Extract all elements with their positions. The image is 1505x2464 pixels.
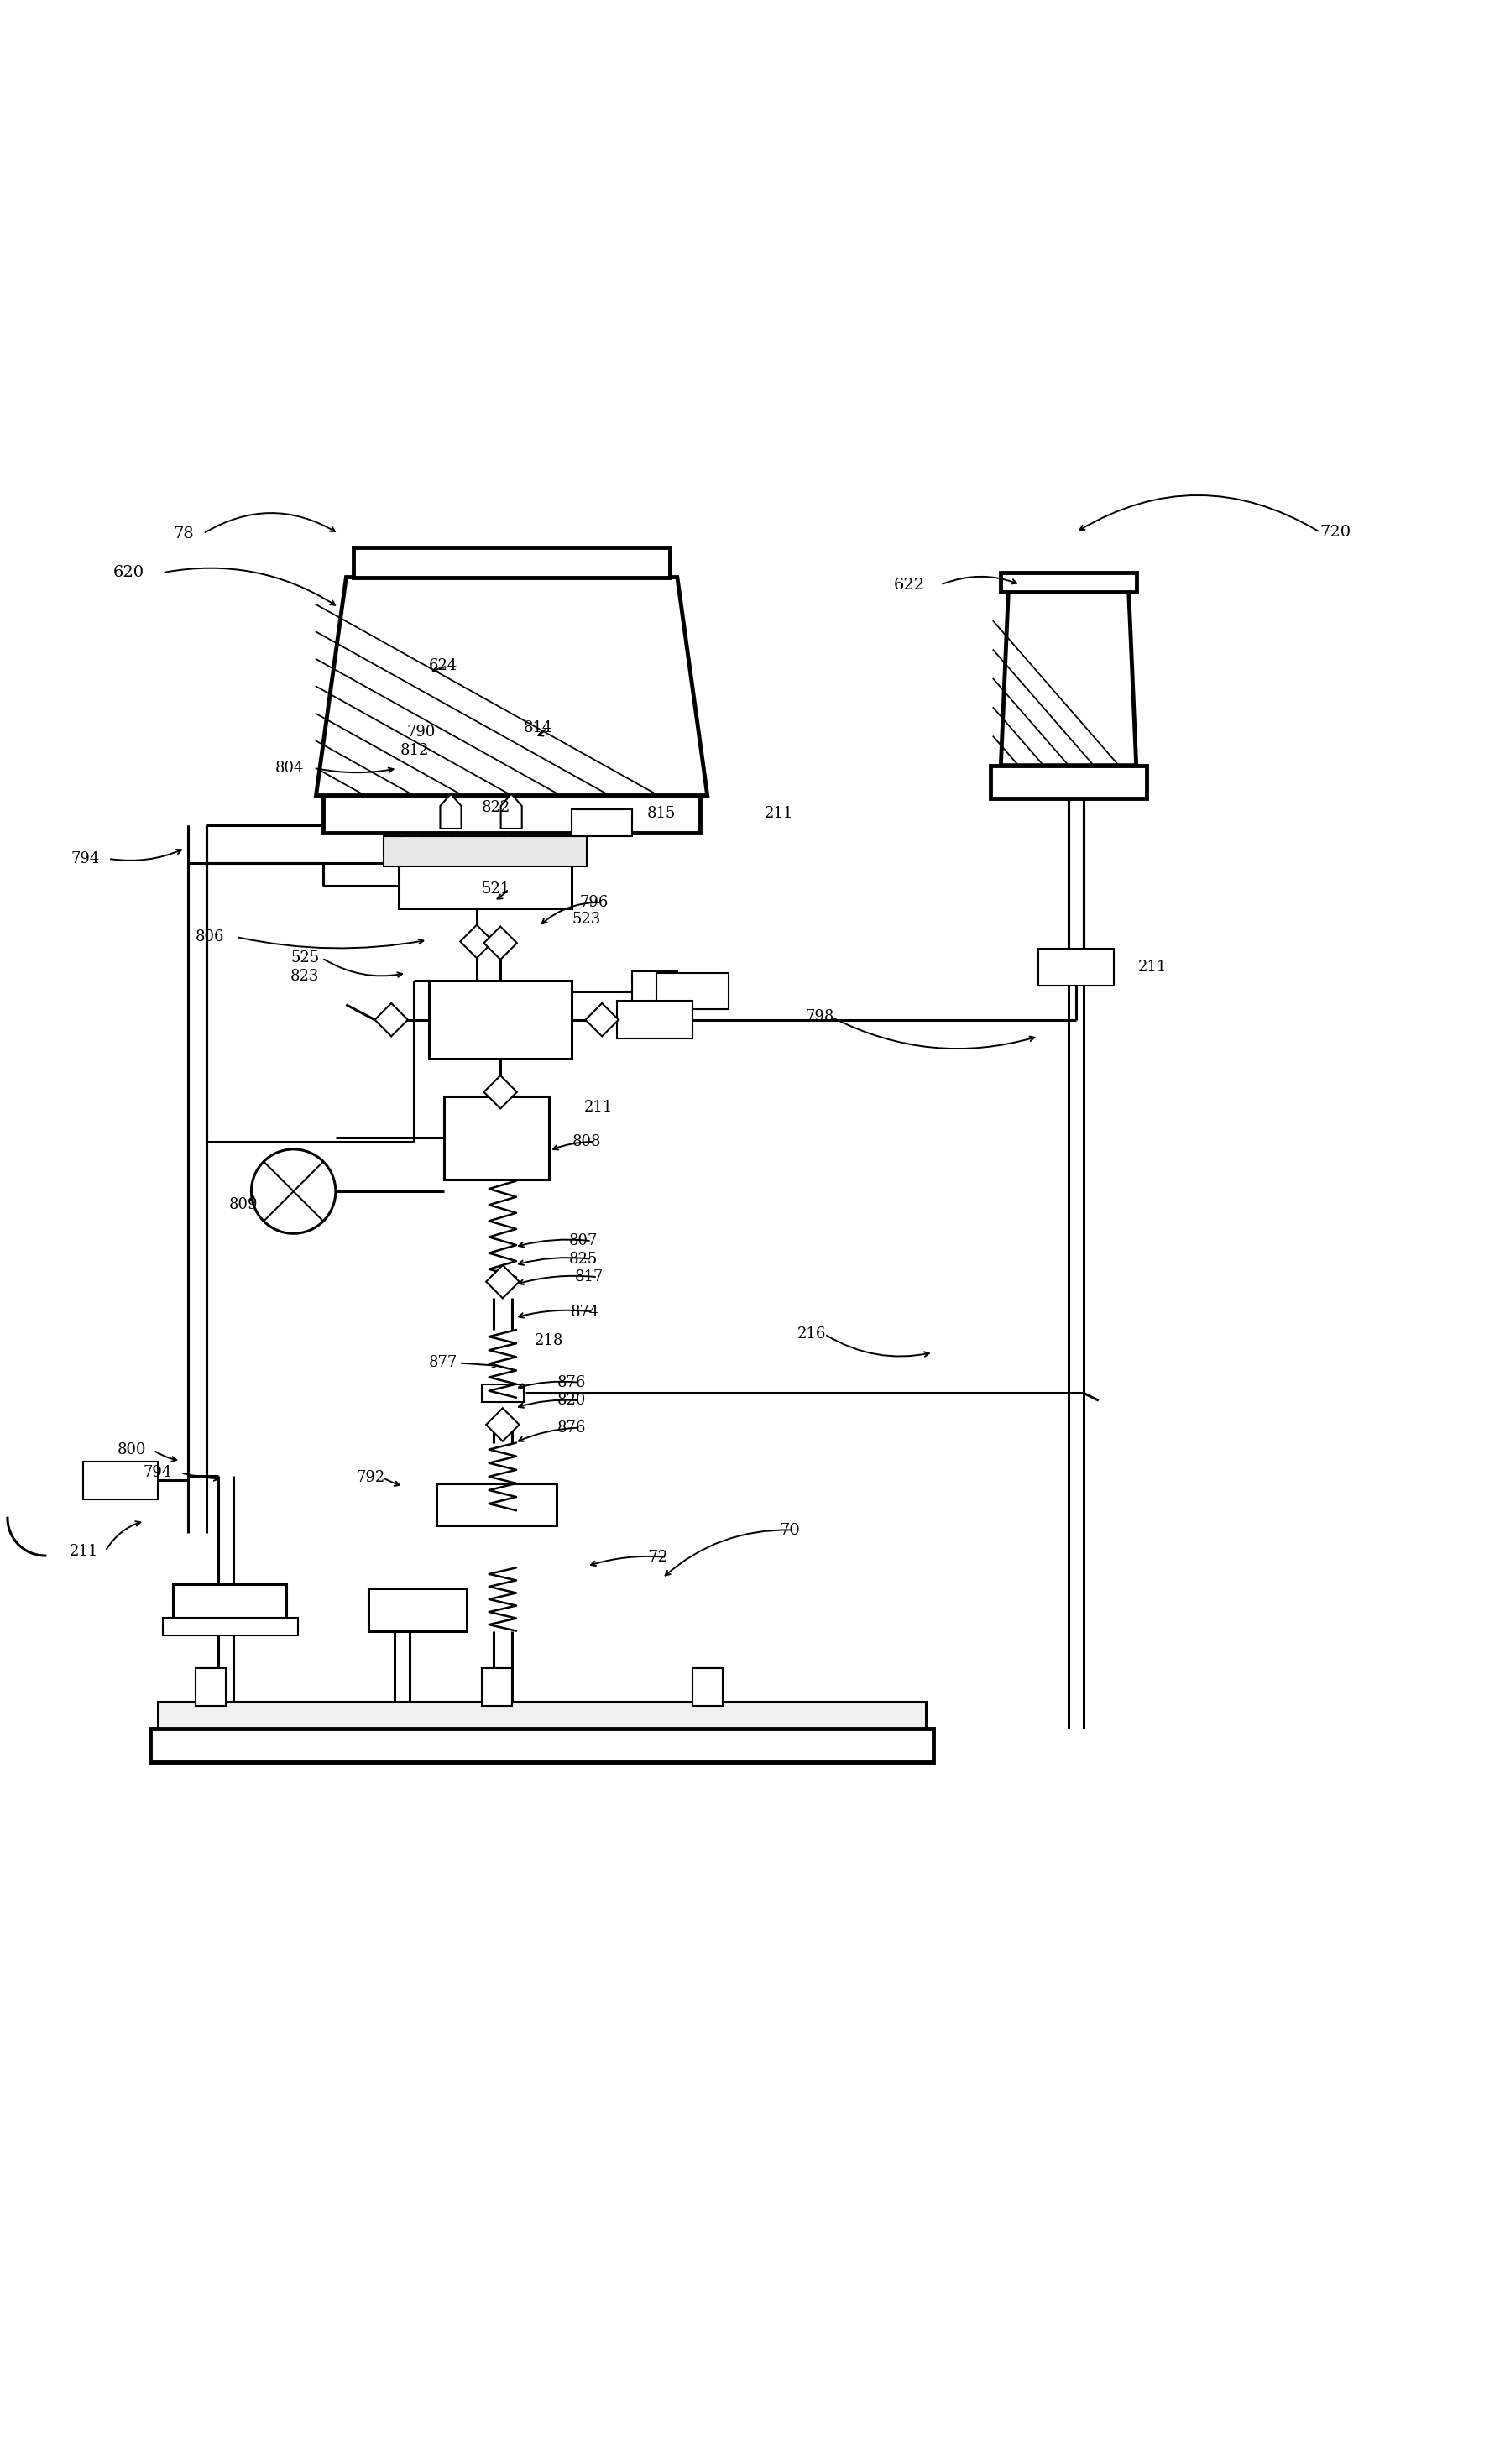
Bar — [1001, 572, 1136, 591]
Text: 808: 808 — [572, 1133, 600, 1148]
Text: 211: 211 — [765, 806, 793, 821]
Text: 825: 825 — [569, 1252, 597, 1266]
Text: 800: 800 — [117, 1444, 146, 1459]
Text: 823: 823 — [290, 968, 319, 983]
Text: 809: 809 — [229, 1198, 257, 1212]
Bar — [656, 973, 728, 1010]
Text: 798: 798 — [805, 1010, 834, 1025]
Text: 794: 794 — [71, 850, 99, 867]
Bar — [158, 1703, 926, 1730]
Text: 814: 814 — [524, 719, 552, 734]
Bar — [632, 971, 677, 1010]
Text: 622: 622 — [894, 577, 926, 591]
Text: 521: 521 — [482, 882, 510, 897]
Text: 211: 211 — [1138, 958, 1166, 976]
Text: 796: 796 — [579, 894, 608, 909]
Bar — [482, 1668, 512, 1705]
Text: 211: 211 — [69, 1542, 98, 1560]
Polygon shape — [483, 926, 516, 958]
Bar — [399, 850, 572, 909]
Bar — [692, 1668, 722, 1705]
Bar — [369, 1589, 467, 1631]
Text: 806: 806 — [196, 929, 224, 944]
Text: 792: 792 — [357, 1471, 385, 1486]
Text: 815: 815 — [647, 806, 676, 821]
Bar — [444, 1096, 549, 1180]
Bar — [384, 835, 587, 867]
Polygon shape — [483, 1074, 516, 1109]
Text: 525: 525 — [290, 951, 319, 966]
Text: 211: 211 — [584, 1099, 613, 1114]
Text: 794: 794 — [143, 1466, 172, 1481]
Text: 874: 874 — [570, 1303, 599, 1318]
Text: 877: 877 — [429, 1355, 458, 1370]
Bar — [173, 1584, 286, 1626]
Text: 720: 720 — [1320, 525, 1351, 540]
Text: 790: 790 — [406, 724, 435, 739]
Text: 72: 72 — [647, 1550, 668, 1565]
Bar — [617, 1000, 692, 1037]
Text: 822: 822 — [482, 801, 510, 816]
Polygon shape — [461, 924, 494, 958]
Text: 78: 78 — [173, 525, 194, 542]
Bar — [151, 1730, 933, 1762]
Bar — [1038, 949, 1114, 986]
Text: 70: 70 — [780, 1523, 801, 1538]
Bar — [990, 766, 1147, 798]
Polygon shape — [316, 577, 707, 796]
Polygon shape — [439, 793, 461, 828]
Text: 804: 804 — [275, 761, 304, 776]
Text: 817: 817 — [575, 1269, 604, 1284]
Text: 218: 218 — [534, 1333, 563, 1348]
Text: 812: 812 — [400, 742, 429, 759]
Bar — [572, 808, 632, 835]
Text: 820: 820 — [557, 1392, 585, 1407]
Polygon shape — [375, 1003, 408, 1037]
Polygon shape — [585, 1003, 619, 1037]
Text: 807: 807 — [569, 1234, 597, 1249]
Text: 523: 523 — [572, 912, 600, 926]
Text: 624: 624 — [429, 658, 458, 673]
Polygon shape — [486, 1407, 519, 1441]
Polygon shape — [501, 793, 522, 828]
Polygon shape — [486, 1264, 519, 1299]
Text: 876: 876 — [557, 1419, 585, 1434]
Bar — [83, 1461, 158, 1498]
Polygon shape — [1001, 591, 1136, 766]
Bar — [436, 1483, 557, 1525]
Bar — [163, 1616, 298, 1636]
Text: 216: 216 — [798, 1326, 826, 1343]
Bar — [429, 981, 572, 1060]
Bar — [482, 1385, 524, 1402]
Bar — [354, 547, 670, 577]
Text: 876: 876 — [557, 1375, 585, 1390]
Bar — [324, 796, 700, 833]
Text: 620: 620 — [113, 564, 144, 579]
Bar — [196, 1668, 226, 1705]
